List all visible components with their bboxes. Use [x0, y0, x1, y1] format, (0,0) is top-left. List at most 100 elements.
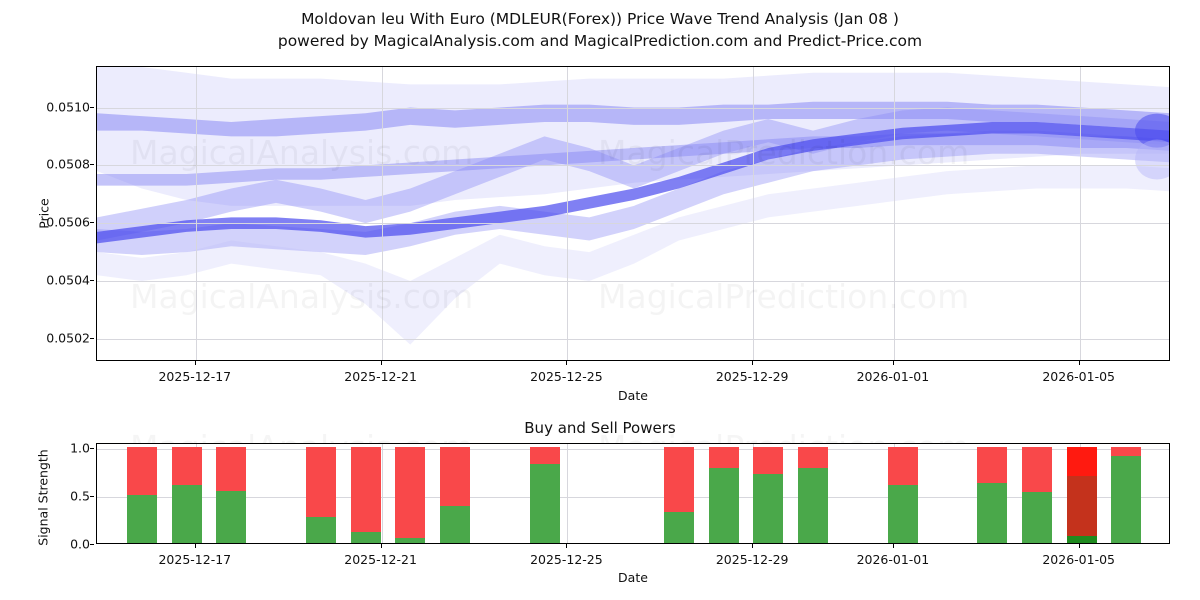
sell-power-segment: [530, 447, 560, 464]
buy-power-segment: [440, 506, 470, 544]
sell-power-segment: [1111, 447, 1141, 457]
title-line-1: Moldovan leu With Euro (MDLEUR(Forex)) P…: [0, 8, 1200, 30]
page-title: Moldovan leu With Euro (MDLEUR(Forex)) P…: [0, 8, 1200, 52]
buy-power-segment: [1022, 492, 1052, 543]
signal-bar[interactable]: [172, 447, 202, 543]
x-tick-mark: [381, 361, 382, 365]
gridline-v: [382, 67, 383, 360]
x-axis-label-date-bottom: Date: [96, 570, 1170, 585]
x-axis-label-date: Date: [96, 388, 1170, 403]
y-axis-label-signal-strength: Signal Strength: [36, 433, 51, 563]
signal-bar[interactable]: [1067, 447, 1097, 543]
x-tick-label: 2026-01-05: [1042, 369, 1115, 384]
sell-power-segment: [664, 447, 694, 512]
gridline-v: [196, 67, 197, 360]
x-tick-mark: [1079, 361, 1080, 365]
gridline-h: [97, 339, 1169, 340]
signal-bar[interactable]: [306, 447, 336, 543]
x-tick-label: 2025-12-25: [530, 552, 603, 567]
gridline-h: [97, 497, 1169, 498]
x-tick-mark: [381, 544, 382, 548]
buy-power-segment: [798, 468, 828, 543]
y-tick-label: 0.0508: [46, 157, 90, 172]
buy-power-segment: [172, 485, 202, 543]
buy-power-segment: [306, 517, 336, 543]
buy-power-segment: [888, 485, 918, 543]
x-tick-mark: [752, 361, 753, 365]
signal-bar[interactable]: [709, 447, 739, 543]
sell-power-segment: [1022, 447, 1052, 492]
gridline-h: [97, 223, 1169, 224]
buy-power-segment: [753, 474, 783, 543]
buy-power-segment: [216, 491, 246, 543]
y-tick-mark: [90, 222, 94, 223]
signal-bar[interactable]: [351, 447, 381, 543]
buy-power-segment: [664, 512, 694, 543]
x-tick-mark: [566, 544, 567, 548]
signal-bar[interactable]: [888, 447, 918, 543]
y-tick-mark: [90, 448, 94, 449]
x-tick-label: 2026-01-01: [857, 369, 930, 384]
y-tick-mark: [90, 496, 94, 497]
y-tick-label: 1.0: [70, 440, 90, 455]
x-tick-label: 2025-12-17: [158, 552, 231, 567]
sell-power-segment: [395, 447, 425, 538]
signal-bar[interactable]: [664, 447, 694, 543]
chart-page: Moldovan leu With Euro (MDLEUR(Forex)) P…: [0, 0, 1200, 600]
gridline-v: [1080, 67, 1081, 360]
x-tick-mark: [752, 544, 753, 548]
y-tick-mark: [90, 280, 94, 281]
gridline-v: [753, 67, 754, 360]
buy-sell-powers-chart: [96, 443, 1170, 544]
x-tick-label: 2025-12-25: [530, 369, 603, 384]
x-tick-mark: [893, 361, 894, 365]
gridline-v: [382, 444, 383, 543]
sell-power-overlap: [1067, 476, 1097, 537]
y-tick-label: 0.0506: [46, 215, 90, 230]
buy-power-segment: [395, 538, 425, 543]
wave-bands-svg: [97, 67, 1170, 361]
x-tick-label: 2026-01-05: [1042, 552, 1115, 567]
signal-bar[interactable]: [798, 447, 828, 543]
y-tick-label: 0.0502: [46, 330, 90, 345]
y-tick-label: 0.5: [70, 488, 90, 503]
sell-power-segment: [127, 447, 157, 495]
y-tick-mark: [90, 544, 94, 545]
signal-bar[interactable]: [216, 447, 246, 543]
x-tick-mark: [566, 361, 567, 365]
x-tick-label: 2026-01-01: [857, 552, 930, 567]
signal-bar[interactable]: [440, 447, 470, 543]
signal-bar[interactable]: [530, 447, 560, 543]
x-tick-mark: [195, 361, 196, 365]
buy-power-segment: [127, 495, 157, 543]
sell-power-segment: [306, 447, 336, 517]
gridline-v: [567, 444, 568, 543]
x-tick-mark: [893, 544, 894, 548]
signal-bar[interactable]: [127, 447, 157, 543]
sell-power-segment: [888, 447, 918, 486]
sell-power-segment: [709, 447, 739, 468]
price-wave-chart: [96, 66, 1170, 361]
signal-bar[interactable]: [977, 447, 1007, 543]
x-tick-label: 2025-12-29: [716, 552, 789, 567]
sell-power-segment: [440, 447, 470, 506]
signal-bar[interactable]: [1022, 447, 1052, 543]
signal-bar[interactable]: [395, 447, 425, 543]
buy-power-segment: [1111, 456, 1141, 543]
x-tick-label: 2025-12-21: [344, 369, 417, 384]
x-tick-label: 2025-12-17: [158, 369, 231, 384]
sell-power-segment: [798, 447, 828, 468]
x-tick-label: 2025-12-29: [716, 369, 789, 384]
signal-bar[interactable]: [1111, 447, 1141, 543]
signal-bar[interactable]: [753, 447, 783, 543]
y-tick-label: 0.0: [70, 537, 90, 552]
gridline-h: [97, 449, 1169, 450]
gridline-h: [97, 108, 1169, 109]
buy-power-segment: [530, 464, 560, 543]
buy-sell-subtitle: Buy and Sell Powers: [0, 419, 1200, 437]
y-axis-label-price: Price: [37, 164, 52, 264]
x-tick-label: 2025-12-21: [344, 552, 417, 567]
buy-power-segment: [709, 468, 739, 543]
gridline-v: [567, 67, 568, 360]
sell-power-segment: [351, 447, 381, 533]
